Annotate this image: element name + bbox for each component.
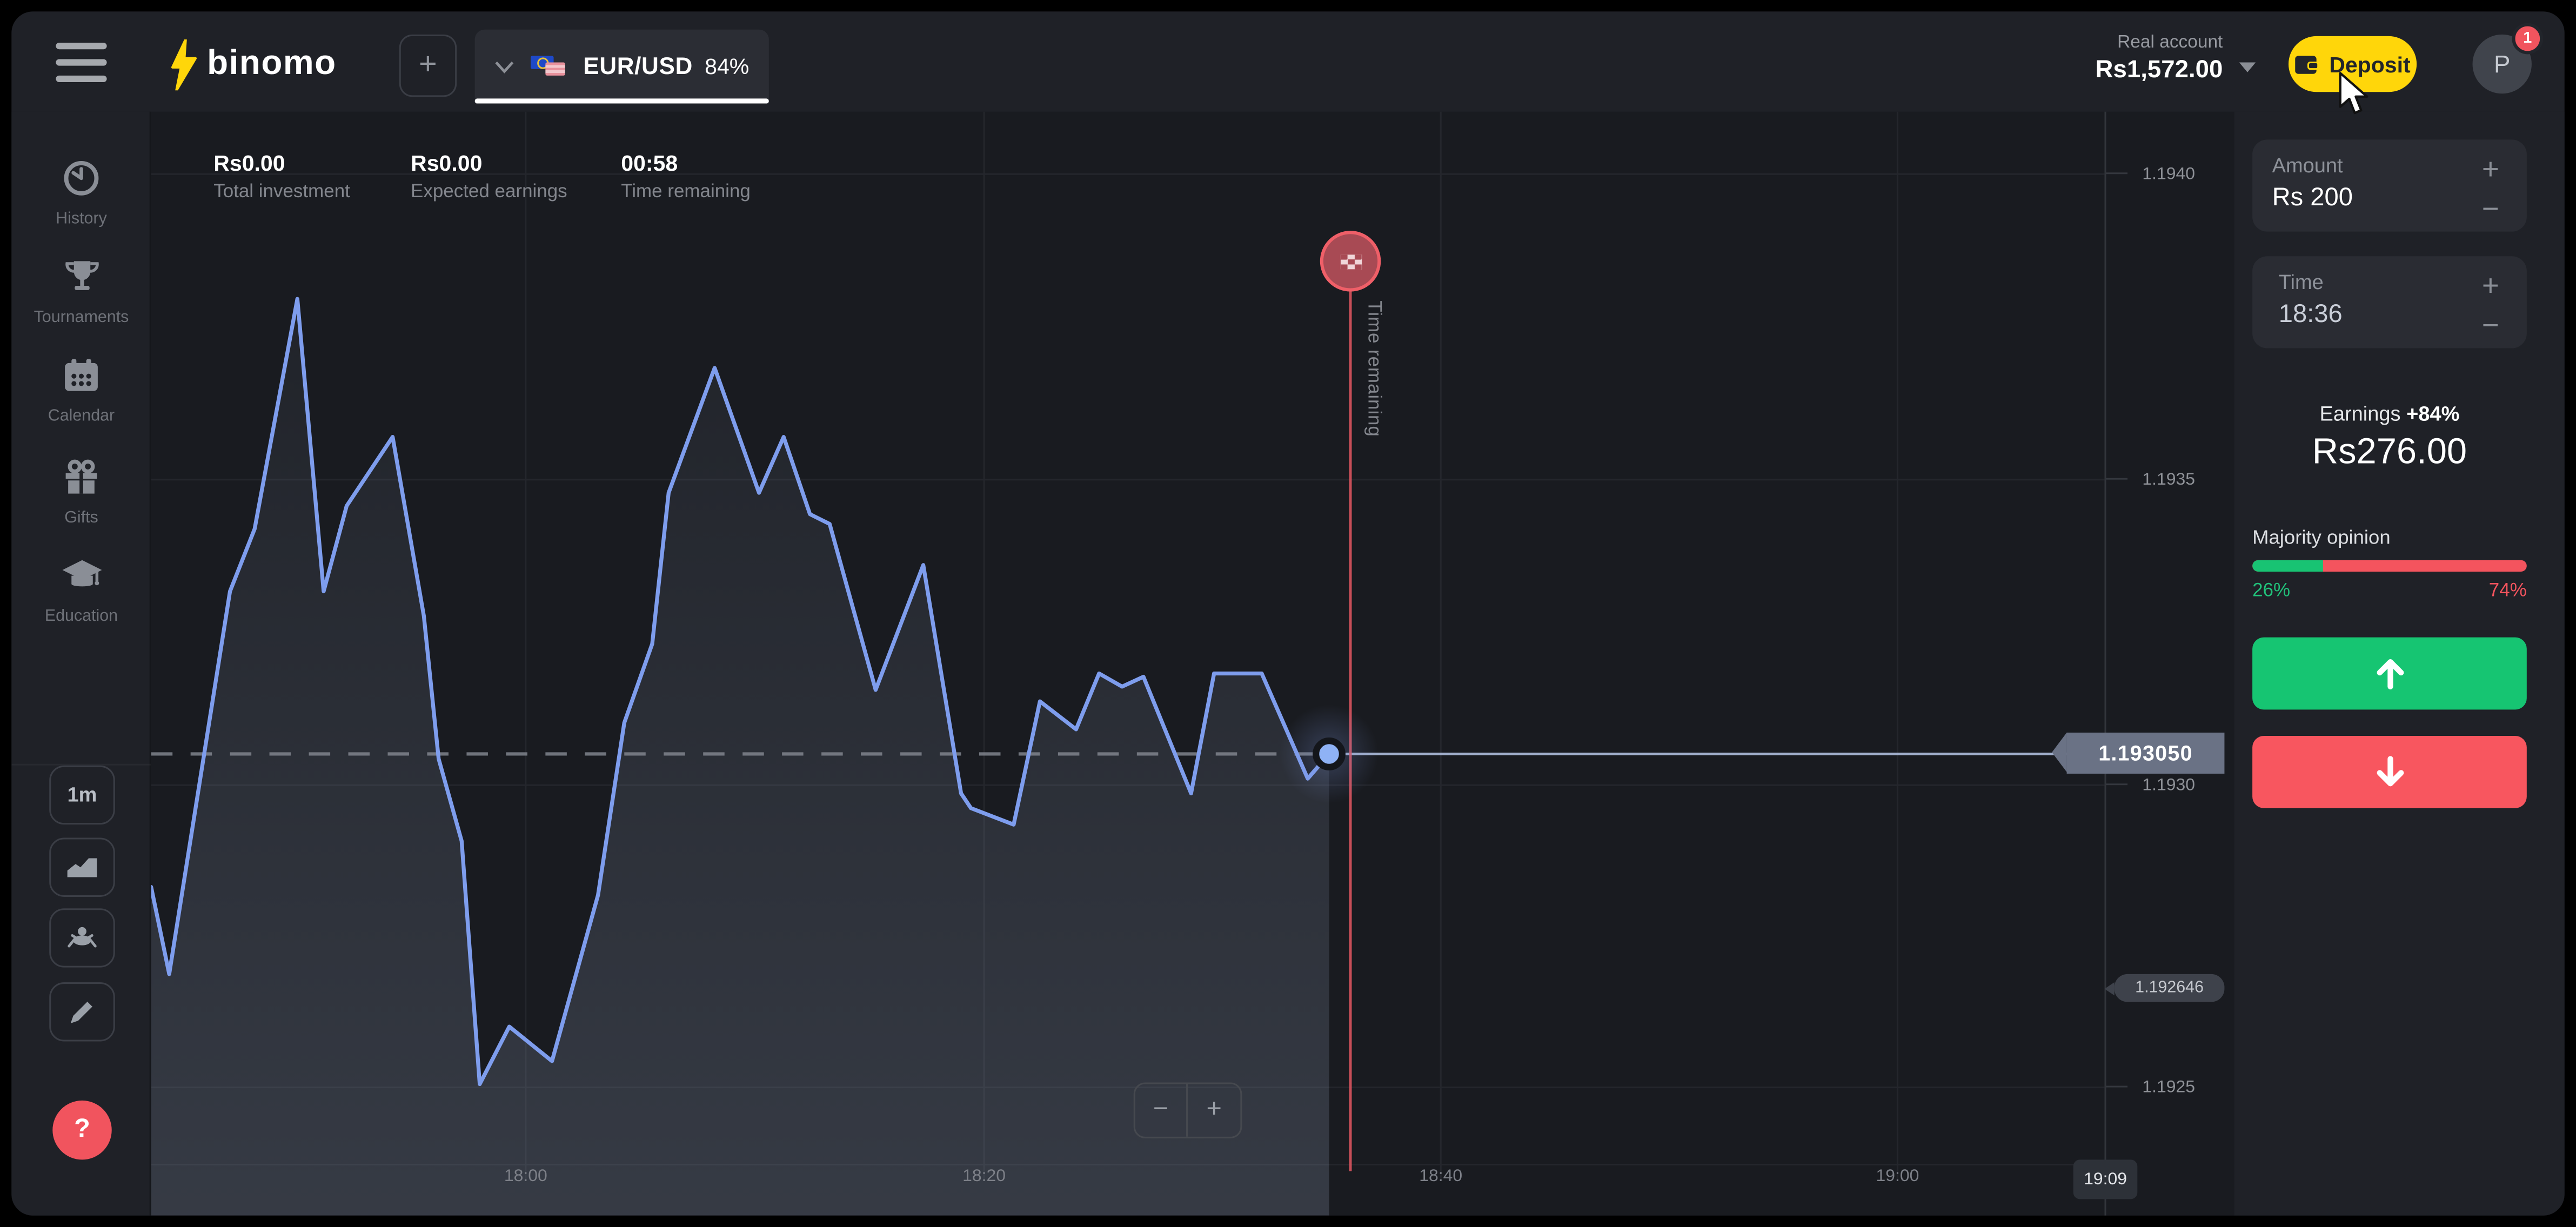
time-increase-button[interactable]: + (2481, 269, 2499, 303)
y-tick-11925: 1.1925 (2142, 1077, 2196, 1097)
indicators-icon (68, 927, 97, 948)
open-price-badge: 1.192646 (2104, 974, 2225, 1002)
amount-increase-button[interactable]: + (2481, 152, 2499, 186)
chart-type-button[interactable] (49, 837, 115, 897)
amount-card[interactable]: Amount Rs 200 + − (2252, 139, 2527, 232)
trophy-icon (64, 261, 98, 290)
earnings-percent: +84% (2406, 402, 2460, 426)
earnings-label-row: Earnings +84% (2319, 402, 2460, 426)
x-tick-1900: 19:00 (1876, 1166, 1919, 1186)
y-tick-11940: 1.1940 (2142, 164, 2196, 184)
asset-payout-label: 84% (705, 54, 750, 79)
majority-up-percent: 26% (2252, 581, 2291, 601)
timeframe-button[interactable]: 1m (49, 765, 115, 825)
plus-icon: + (1206, 1095, 1222, 1124)
add-asset-tab-button[interactable]: + (399, 34, 457, 97)
put-down-button[interactable] (2252, 736, 2527, 808)
x-tick-1820: 18:20 (962, 1166, 1006, 1186)
checkered-flag-icon (1340, 253, 1361, 269)
chart-tools (11, 763, 151, 766)
area-chart-icon (67, 858, 97, 877)
call-up-button[interactable] (2252, 637, 2527, 710)
app-logo: binomo (169, 36, 337, 92)
time-card[interactable]: Time 18:36 + − (2252, 256, 2527, 348)
x-tick-1840: 18:40 (1419, 1166, 1463, 1186)
time-value[interactable]: 18:36 (2278, 300, 2343, 329)
price-polyline (151, 297, 1332, 1087)
hamburger-menu-icon[interactable] (56, 43, 107, 82)
earnings-value: Rs276.00 (2312, 430, 2467, 472)
help-button[interactable]: ? (52, 1100, 112, 1160)
eu-flag-icon (530, 55, 554, 69)
chevron-down-icon (495, 61, 514, 73)
time-remaining-axis-label: Time remaining (1363, 300, 1383, 437)
cursor-pointer-icon (2339, 72, 2368, 115)
app-window: binomo + EUR/USD 84% Real account Rs1,5 (11, 11, 2565, 1216)
wallet-icon (2294, 55, 2318, 73)
sidebar-item-history[interactable]: History (11, 159, 151, 229)
left-sidebar: History Tournaments C (11, 111, 151, 1216)
top-bar: binomo + EUR/USD 84% Real account Rs1,5 (11, 11, 2564, 115)
majority-opinion-label: Majority opinion (2252, 525, 2391, 549)
y-tick-11935: 1.1935 (2142, 470, 2196, 490)
amount-decrease-button[interactable]: − (2481, 192, 2499, 225)
sidebar-item-education[interactable]: Education (11, 557, 151, 626)
price-area-fill (151, 299, 1329, 1216)
minus-icon: − (1153, 1095, 1169, 1124)
gift-icon (65, 459, 97, 494)
x-tick-1800: 18:00 (504, 1166, 547, 1186)
price-axis[interactable]: 1.1940 1.1935 1.1930 1.1925 (2104, 111, 2234, 1216)
majority-up-segment (2252, 560, 2324, 572)
price-chart[interactable] (151, 111, 2105, 1216)
trade-panel: Amount Rs 200 + − Time 18:36 + − Earning… (2234, 111, 2565, 1216)
us-flag-icon (545, 62, 565, 75)
pair-flags (530, 53, 570, 80)
drawing-tool-button[interactable] (49, 982, 115, 1042)
majority-opinion-bar (2252, 560, 2527, 572)
sidebar-item-gifts[interactable]: Gifts (11, 458, 151, 527)
majority-down-percent: 74% (2488, 581, 2527, 601)
y-tick-11930: 1.1930 (2142, 775, 2196, 795)
active-tab-underline (474, 99, 769, 104)
sidebar-item-calendar[interactable]: Calendar (11, 358, 151, 425)
stat-total-investment: Rs0.00 Total investment (213, 151, 350, 202)
asset-tab-eurusd[interactable]: EUR/USD 84% (474, 29, 769, 104)
content-area: Rs0.00 Total investment Rs0.00 Expected … (11, 111, 2565, 1216)
account-switcher[interactable]: Real account Rs1,572.00 (2096, 33, 2223, 84)
chart-zoom-control: − + (1133, 1082, 1242, 1138)
asset-pair-label: EUR/USD (583, 53, 693, 80)
lightning-icon (171, 38, 197, 90)
caret-down-icon[interactable] (2239, 62, 2256, 72)
current-price-badge: 1.193050 (2052, 732, 2225, 774)
account-type-label: Real account (2117, 32, 2223, 53)
arrow-down-icon (2376, 756, 2403, 787)
zoom-out-button[interactable]: − (1135, 1084, 1188, 1137)
clock-icon (64, 160, 99, 196)
current-time-box: 19:09 (2073, 1159, 2138, 1199)
indicators-button[interactable] (49, 908, 115, 968)
zoom-in-button[interactable]: + (1188, 1084, 1240, 1137)
arrow-up-icon (2376, 659, 2403, 689)
account-balance: Rs1,572.00 (2095, 56, 2223, 84)
graduation-cap-icon (62, 560, 101, 587)
stat-expected-earnings: Rs0.00 Expected earnings (411, 151, 567, 202)
amount-label: Amount (2272, 154, 2343, 178)
amount-value[interactable]: Rs 200 (2272, 184, 2353, 212)
sidebar-item-tournaments[interactable]: Tournaments (11, 258, 151, 327)
notification-badge: 1 (2512, 23, 2544, 55)
time-label: Time (2278, 271, 2324, 294)
deposit-label: Deposit (2329, 51, 2411, 77)
question-icon: ? (74, 1115, 90, 1143)
stat-time-remaining: 00:58 Time remaining (621, 151, 751, 202)
logo-text: binomo (207, 44, 337, 83)
price-dot (1313, 737, 1346, 770)
trade-stats: Rs0.00 Total investment Rs0.00 Expected … (213, 151, 751, 202)
time-decrease-button[interactable]: − (2481, 309, 2499, 342)
calendar-icon (65, 359, 98, 391)
pencil-icon (70, 1000, 94, 1024)
